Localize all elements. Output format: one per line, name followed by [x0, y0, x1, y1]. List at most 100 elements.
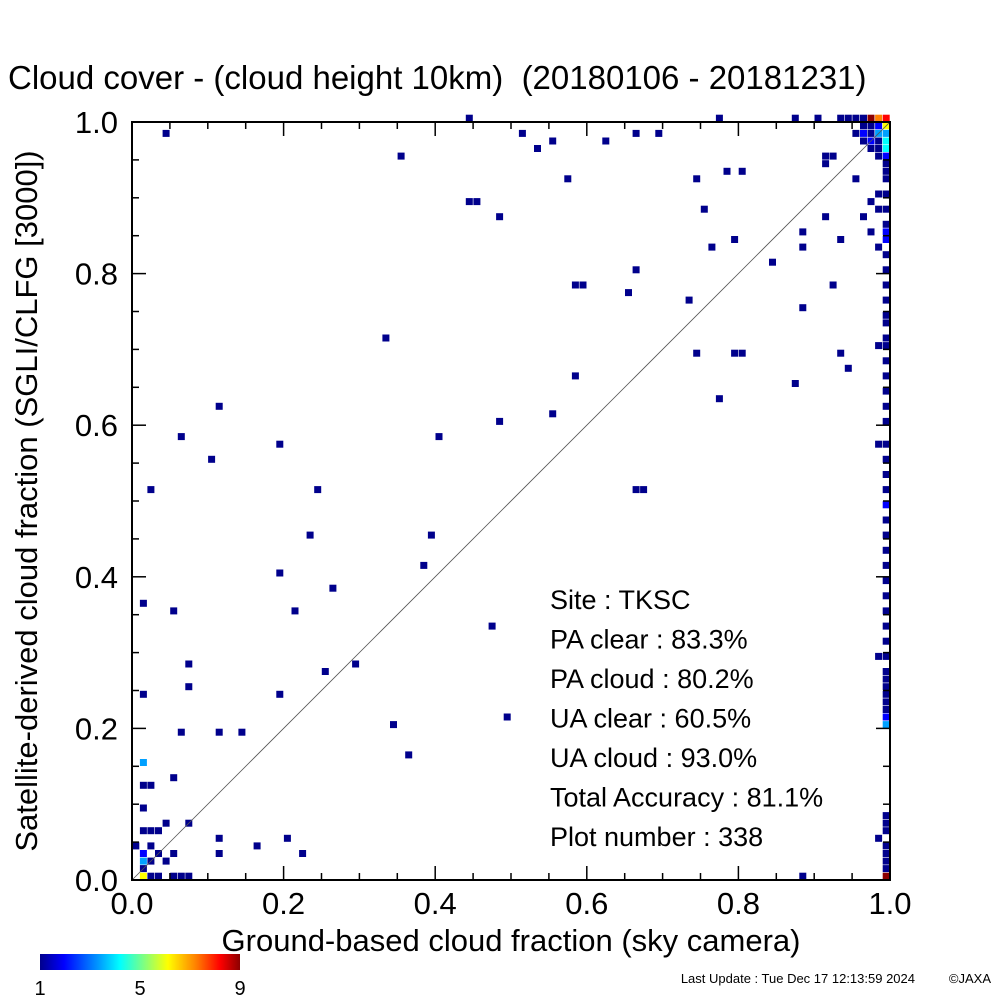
data-point-50 [640, 486, 648, 494]
data-point-151 [882, 266, 890, 274]
data-point-42 [549, 410, 557, 418]
data-point-136 [882, 167, 890, 175]
data-point-57 [170, 607, 178, 615]
data-point-186 [882, 706, 890, 713]
data-point-41 [496, 417, 504, 425]
data-point-100 [177, 872, 185, 880]
stat-label: PA cloud : [550, 664, 677, 694]
data-point-78 [253, 842, 261, 850]
data-point-103 [882, 872, 890, 880]
data-point-2 [518, 129, 526, 137]
data-point-27 [625, 289, 632, 297]
data-point-66 [503, 713, 511, 721]
data-point-116 [875, 122, 883, 130]
data-point-0 [162, 129, 170, 137]
data-point-79 [283, 834, 291, 842]
data-point-192 [875, 834, 883, 842]
data-point-161 [882, 387, 890, 395]
data-point-56 [139, 599, 147, 607]
x-tick-label: 0.2 [262, 886, 305, 921]
data-point-112 [875, 114, 883, 122]
data-point-104 [715, 114, 723, 122]
data-point-178 [882, 637, 890, 645]
data-point-143 [882, 205, 890, 213]
data-point-15 [496, 213, 504, 221]
data-point-39 [715, 395, 723, 403]
data-point-65 [276, 690, 284, 698]
data-point-165 [882, 440, 890, 448]
data-point-172 [882, 546, 890, 554]
data-point-92 [162, 857, 170, 865]
data-point-63 [185, 683, 193, 691]
data-point-196 [882, 865, 890, 873]
data-point-168 [882, 486, 890, 494]
data-point-158 [882, 342, 890, 350]
data-point-120 [867, 129, 875, 137]
data-point-73 [170, 774, 178, 782]
data-point-181 [882, 668, 890, 675]
data-point-174 [882, 577, 890, 585]
data-point-133 [882, 152, 890, 160]
data-point-98 [139, 872, 147, 880]
colorbar-labels: 1 5 9 [34, 978, 245, 1000]
data-point-152 [882, 281, 890, 289]
data-point-163 [882, 417, 890, 425]
x-tick-label: 0.4 [414, 886, 457, 921]
data-point-18 [731, 236, 739, 243]
x-tick-label: 0.6 [565, 886, 608, 921]
data-point-144 [860, 213, 867, 221]
data-point-26 [579, 281, 587, 289]
data-point-179 [875, 652, 883, 660]
data-point-135 [882, 160, 890, 168]
data-point-46 [208, 455, 216, 463]
data-point-34 [738, 349, 746, 357]
data-point-49 [632, 486, 640, 494]
copyright-text: ©JAXA [949, 971, 991, 986]
data-point-77 [215, 834, 223, 842]
data-point-157 [875, 342, 883, 350]
data-point-36 [844, 364, 852, 372]
y-tick-label: 0.2 [75, 711, 118, 746]
data-point-108 [844, 114, 852, 122]
data-point-154 [882, 311, 890, 319]
data-point-8 [397, 152, 405, 160]
data-point-140 [882, 190, 890, 198]
data-point-17 [708, 243, 716, 251]
data-point-189 [882, 812, 890, 820]
data-point-180 [882, 652, 890, 660]
data-point-110 [860, 114, 867, 122]
data-point-141 [867, 198, 875, 206]
x-tick-label: 0.0 [110, 886, 153, 921]
data-point-164 [875, 440, 883, 448]
data-point-125 [875, 137, 883, 145]
data-point-111 [867, 114, 875, 122]
data-point-31 [382, 334, 390, 342]
stat-value: 60.5% [675, 704, 752, 734]
data-point-146 [867, 228, 875, 236]
data-point-188 [882, 721, 890, 729]
data-point-148 [882, 236, 890, 243]
colorbar-tick-label: 9 [234, 978, 245, 1000]
data-point-99 [170, 872, 178, 880]
data-point-22 [837, 236, 845, 243]
data-point-122 [882, 129, 890, 137]
data-point-68 [177, 728, 185, 736]
stat-value: 81.1% [747, 783, 824, 813]
data-point-131 [829, 152, 837, 160]
data-point-21 [822, 213, 830, 221]
data-point-113 [882, 114, 890, 122]
data-point-182 [882, 675, 890, 683]
data-point-24 [632, 266, 640, 274]
data-point-184 [882, 690, 890, 698]
data-point-52 [427, 531, 435, 539]
data-point-14 [473, 198, 481, 206]
data-point-176 [882, 607, 890, 615]
data-point-132 [875, 152, 883, 160]
stat-line-2: PA cloud : 80.2% [550, 664, 754, 694]
data-point-153 [882, 296, 890, 304]
data-point-183 [882, 683, 890, 691]
data-point-44 [276, 440, 284, 448]
data-point-134 [822, 160, 830, 168]
data-point-37 [571, 372, 579, 380]
